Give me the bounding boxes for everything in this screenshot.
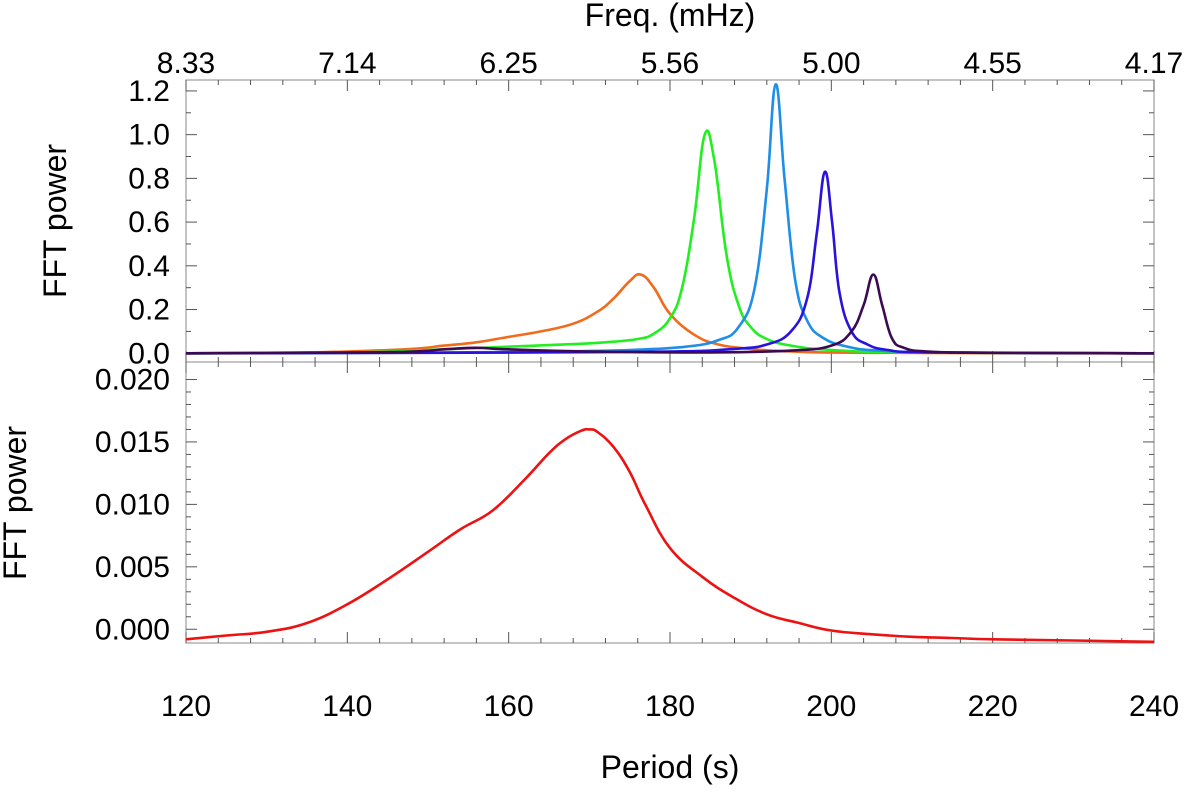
top-freq-tick-label: 4.17 [1125,47,1183,80]
x-tick-label: 120 [161,690,211,723]
top-freq-tick-label: 7.14 [318,47,376,80]
top-panel-curves [185,83,1155,355]
top-axis-title: Freq. (mHz) [585,0,756,33]
top-y-tick-label: 1.0 [128,119,170,152]
x-tick-label: 140 [322,690,372,723]
curve-purple [185,273,1155,355]
curve-blue [185,170,1155,355]
top-y-tick-label: 0.6 [128,206,170,239]
x-tick-label: 240 [1129,690,1179,723]
curve-red [185,427,1155,644]
curve-green [185,129,1155,355]
top-freq-tick-label: 6.25 [479,47,537,80]
top-freq-tick-label: 8.33 [157,47,215,80]
bottom-y-tick-label: 0.020 [95,363,170,396]
top-freq-tick-label: 5.00 [802,47,860,80]
x-tick-label: 200 [806,690,856,723]
x-tick-label: 160 [484,690,534,723]
top-y-tick-label: 0.0 [128,337,170,370]
bottom-y-tick-label: 0.015 [95,426,170,459]
top-freq-tick-label: 5.56 [641,47,699,80]
top-y-tick-label: 0.8 [128,162,170,195]
x-tick-label: 180 [645,690,695,723]
bottom-panel-curves [185,427,1155,644]
x-tick-label: 220 [968,690,1018,723]
bottom-ylabel: FFT power [0,426,33,580]
bottom-panel-frame [185,361,1155,644]
top-y-tick-label: 1.2 [128,75,170,108]
top-ylabel: FFT power [37,144,73,298]
top-freq-tick-label: 4.55 [963,47,1021,80]
bottom-y-tick-label: 0.010 [95,488,170,521]
top-y-tick-label: 0.2 [128,294,170,327]
bottom-y-tick-label: 0.005 [95,551,170,584]
curve-orange [185,272,1155,355]
bottom-y-tick-label: 0.000 [95,613,170,646]
top-y-tick-label: 0.4 [128,250,170,283]
tick-labels: 8.33 7.14 6.25 5.56 5.00 4.55 4.17 120 140 160 180… [95,47,1183,723]
x-axis-title: Period (s) [601,749,740,785]
